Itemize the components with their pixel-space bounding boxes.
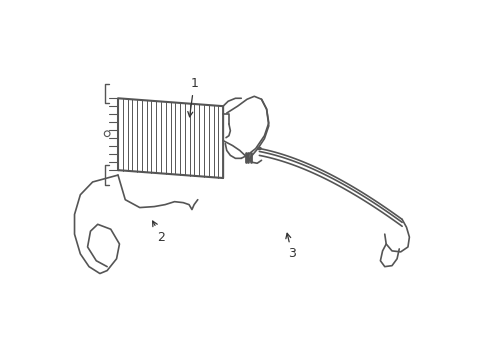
Text: 3: 3 bbox=[285, 233, 295, 260]
Text: 2: 2 bbox=[152, 221, 165, 244]
Text: 1: 1 bbox=[187, 77, 198, 117]
